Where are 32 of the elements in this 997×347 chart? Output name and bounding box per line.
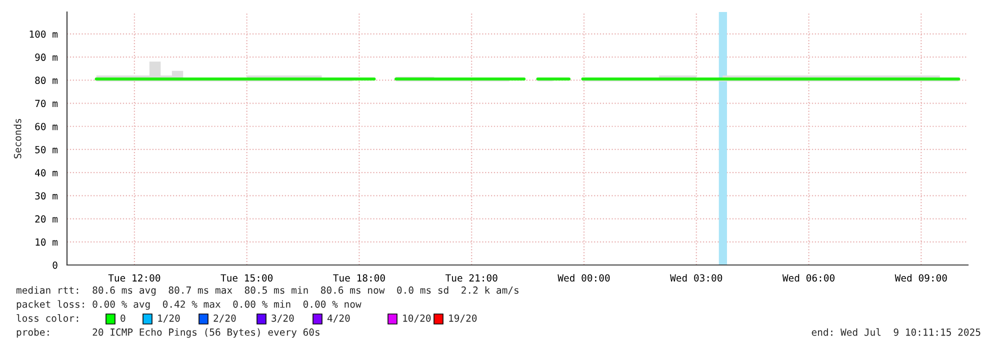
x-tick-label: Tue 12:00 [108,274,160,282]
text: 19/20 [449,314,477,323]
text: 10/20 [403,314,431,323]
x-tick-label: Wed 06:00 [782,274,834,282]
text: end: Wed Jul 9 10:11:15 2025 [812,328,980,336]
text: 4/20 [327,314,350,323]
y-tick-label: 80 m [35,76,58,84]
x-tick-label: Tue 15:00 [220,274,273,282]
x-tick-label: Tue 21:00 [445,274,498,282]
y-axis-title: Seconds [14,118,22,158]
y-tick-label: 70 m [35,100,58,108]
text: loss color: [16,314,78,322]
x-tick-label: Wed 09:00 [894,274,947,282]
y-tick-label: 10 m [36,238,58,246]
text: 2/20 [214,314,236,323]
x-tick-label: Wed 00:00 [558,274,610,282]
text: 1/20 [158,314,180,323]
text: median rtt: 80.6 ms avg 80.7 ms max 80.5 ms min 80.6 ms now 0.0 ms sd 2.2 k am/s [16,286,518,296]
y-tick-label: 30 m [35,192,58,200]
text: probe: 20 ICMP Echo Pings (56 Bytes) every 60s [16,328,320,338]
y-tick-label: 60 m [35,122,58,130]
text: 3/20 [272,314,294,323]
text: packet loss: 0.00 % avg 0.42 % max 0.00 % min 0.00 % now [16,300,362,310]
y-tick-label: 50 m [35,146,58,154]
text: 0 [120,314,126,322]
y-tick-label: 90 m [35,54,58,61]
y-tick-label: 100 m [30,30,58,38]
x-tick-label: Wed 03:00 [670,274,722,282]
y-tick-label: 40 m [35,169,58,176]
x-tick-label: Tue 18:00 [333,274,385,282]
y-tick-label: 0 [52,262,58,269]
y-tick-label: 20 m [35,215,58,223]
